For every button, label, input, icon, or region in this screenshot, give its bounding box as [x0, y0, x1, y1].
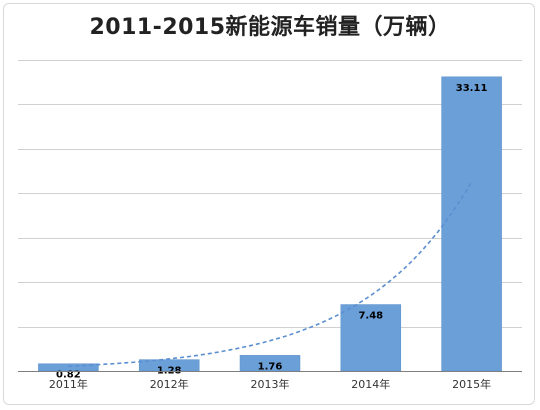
x-tick-label: 2013年: [251, 377, 290, 391]
data-label: 1.76: [258, 361, 283, 372]
data-label: 0.82: [56, 370, 81, 381]
data-label: 7.48: [358, 311, 383, 322]
x-tick-label: 2014年: [351, 377, 390, 391]
bar: [340, 304, 402, 372]
chart-title: 2011-2015新能源车销量（万辆）: [89, 15, 451, 40]
bar: [441, 76, 502, 372]
x-tick-label: 2012年: [150, 377, 189, 391]
data-label: 33.11: [456, 83, 488, 94]
x-tick-label: 2011年: [49, 377, 88, 391]
trendline: [68, 181, 473, 367]
x-tick-label: 2015年: [452, 377, 491, 391]
